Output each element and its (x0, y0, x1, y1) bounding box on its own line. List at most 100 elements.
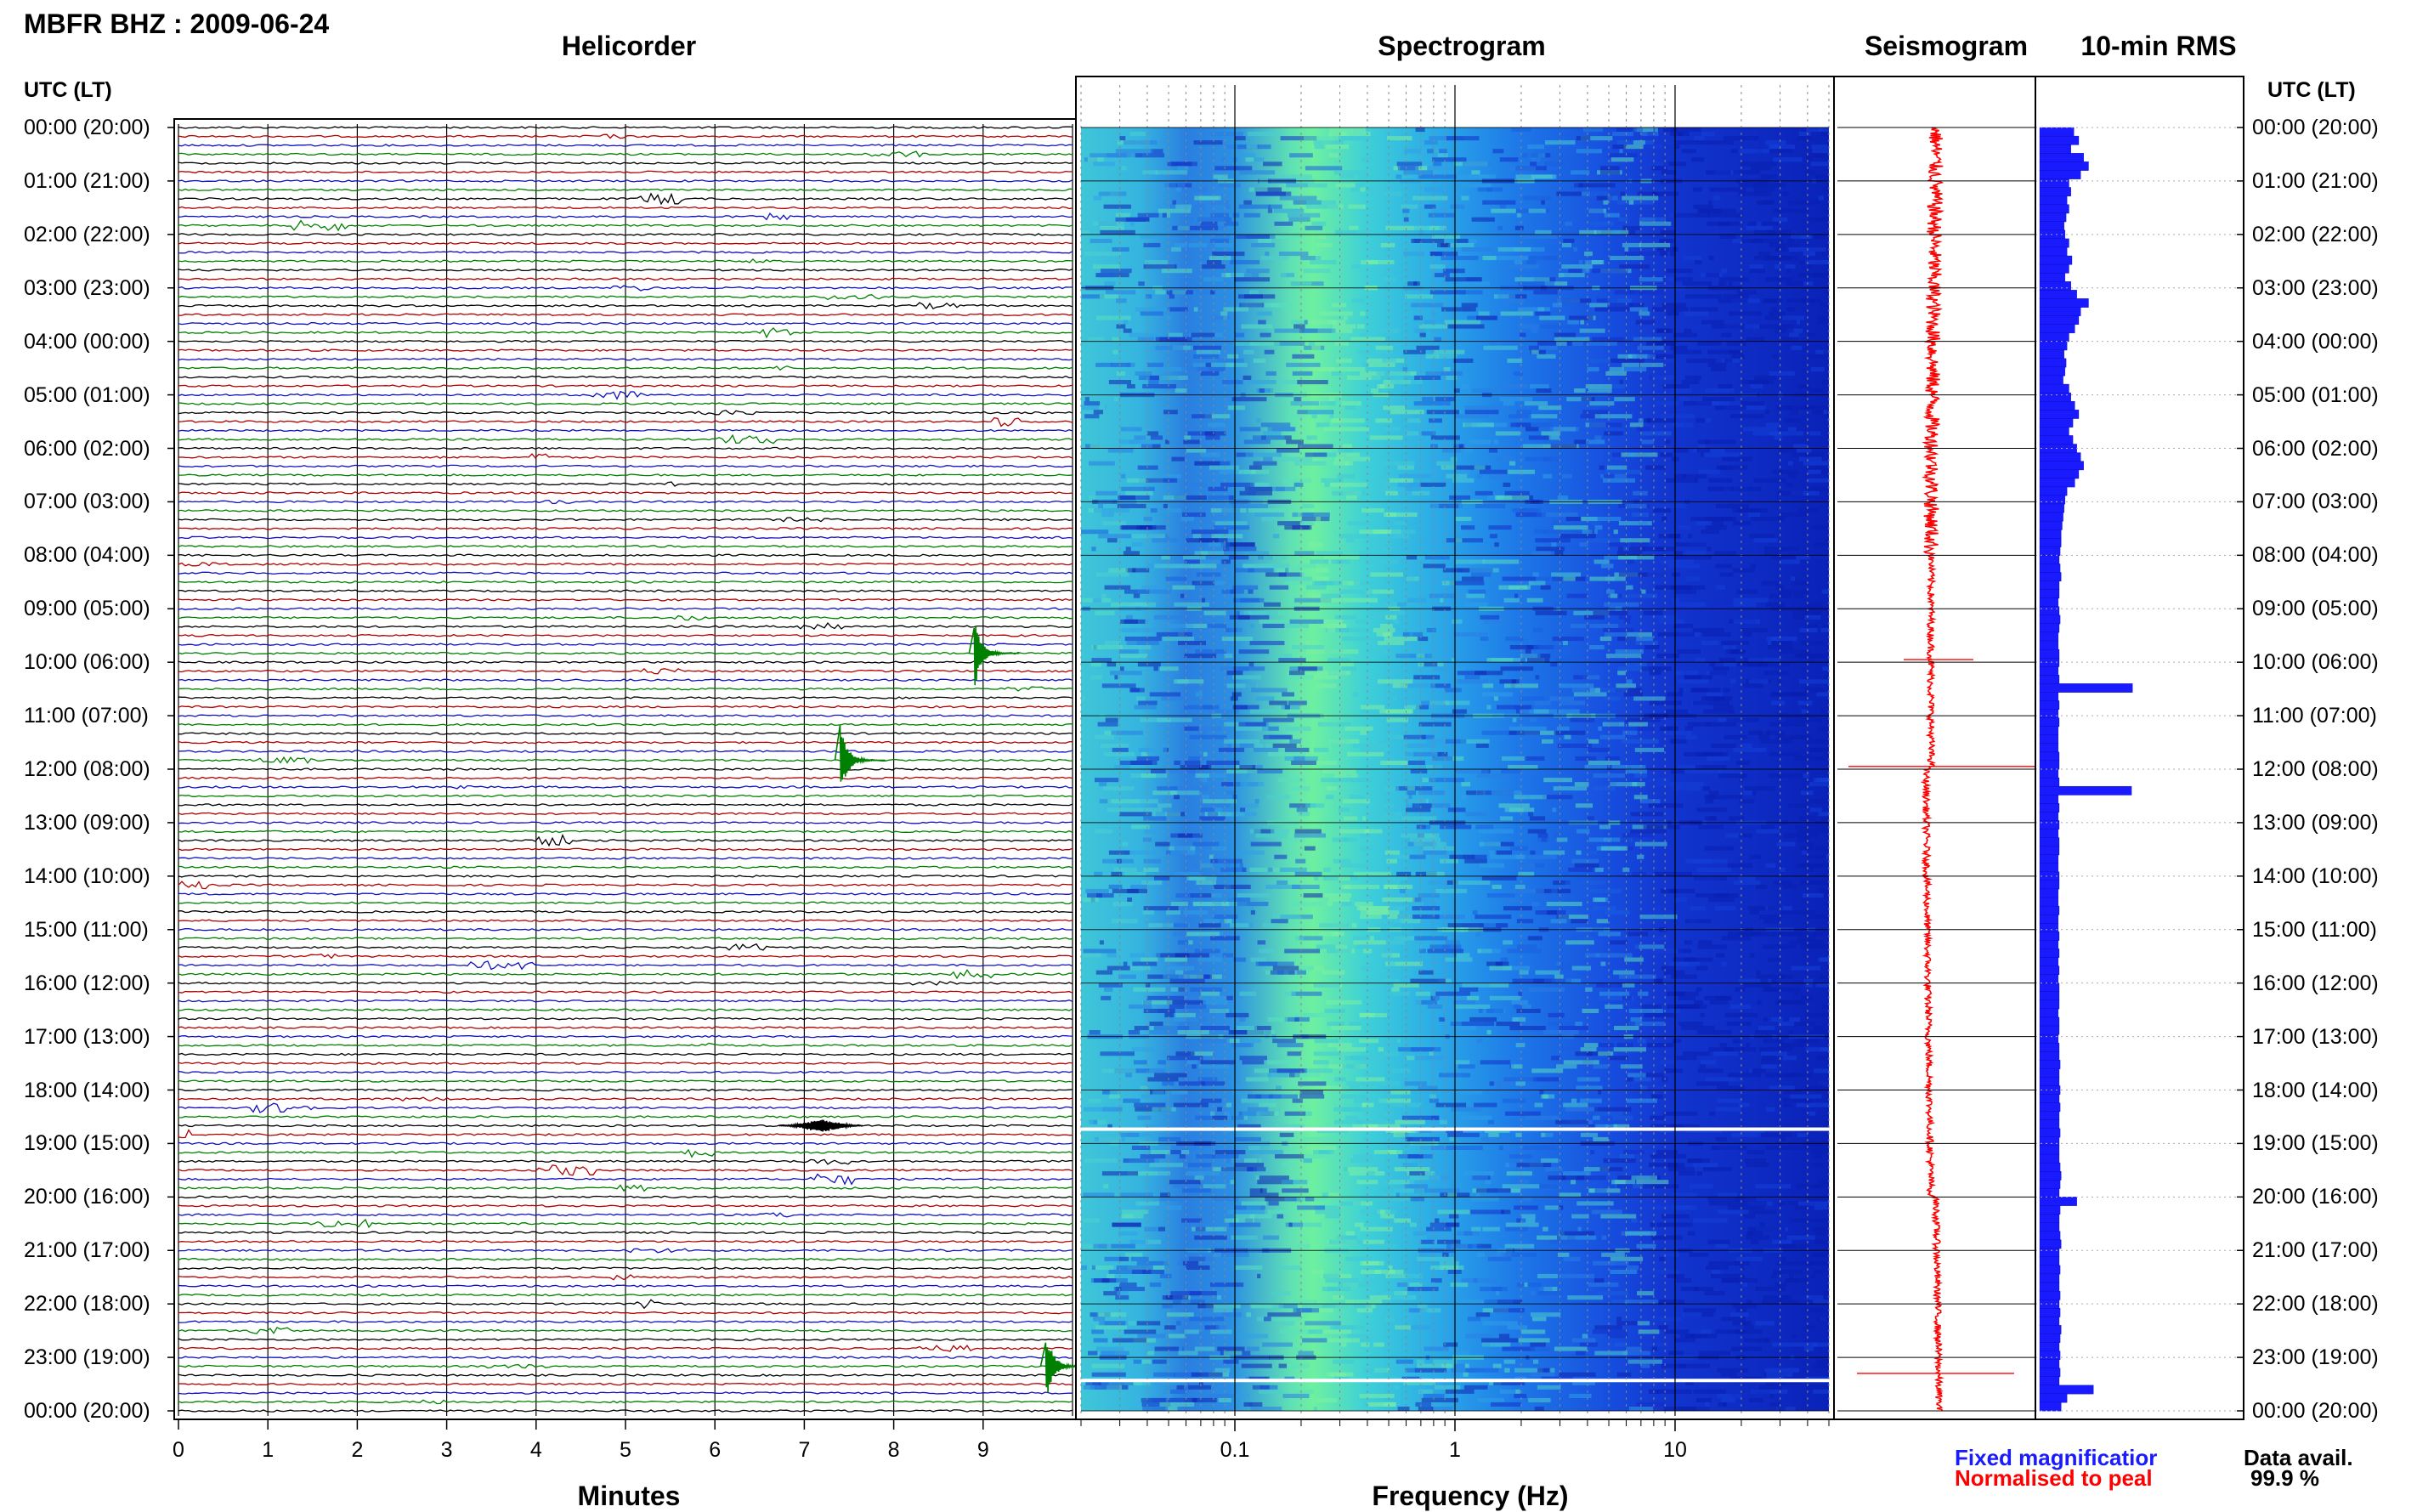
spectrogram-cell (1180, 1150, 1190, 1155)
spectrogram-cell (1131, 1145, 1151, 1150)
spectrogram-cell (1385, 614, 1397, 620)
spectrogram-cell (1239, 1016, 1246, 1022)
spectrogram-cell (1259, 619, 1288, 624)
spectrogram-cell (1554, 551, 1564, 556)
spectrogram-cell (1746, 1231, 1763, 1236)
helicorder-trace (178, 348, 1073, 352)
spectrogram-cell (1396, 871, 1412, 876)
spectrogram-cell (1169, 1150, 1181, 1155)
time-label: 04:00 (00:00) (24, 329, 150, 354)
spectrogram-cell (1593, 1136, 1609, 1141)
spectrogram-cell (1276, 1043, 1304, 1048)
spectrogram-cell (1656, 1008, 1680, 1013)
spectrogram-cell (1666, 311, 1679, 316)
spectrogram-cell (1407, 1154, 1424, 1159)
spectrogram-cell (1627, 559, 1635, 564)
spectrogram-cell (1589, 401, 1615, 406)
spectrogram-cell (1705, 816, 1717, 821)
spectrogram-cell (1274, 328, 1312, 333)
spectrogram-cell (1456, 465, 1492, 470)
rms-bar (2039, 606, 2060, 616)
spectrogram-cell (1141, 1094, 1169, 1099)
spectrogram-cell (1378, 816, 1400, 821)
spectrogram-cell (1359, 906, 1390, 911)
spectrogram-cell (1472, 910, 1478, 915)
helicorder-trace (178, 268, 1073, 272)
spectrogram-cell (1441, 580, 1456, 586)
spectrogram-cell (1292, 354, 1315, 359)
spectrogram-cell (1304, 1154, 1331, 1159)
spectrogram-cell (1233, 341, 1262, 346)
spectrogram-cell (1316, 568, 1329, 573)
spectrogram-cell (1604, 431, 1623, 436)
spectrogram-cell (1327, 949, 1352, 954)
helicorder-trace (178, 1345, 1073, 1352)
spectrogram-cell (1112, 337, 1119, 342)
helicorder-trace (178, 1311, 1073, 1315)
spectrogram-cell (1226, 683, 1258, 688)
time-label: 16:00 (12:00) (2252, 971, 2379, 995)
spectrogram-cell (1253, 461, 1277, 466)
spectrogram-cell (1524, 854, 1557, 859)
spectrogram-cell (1686, 688, 1708, 693)
spectrogram-cell (1183, 974, 1204, 979)
spectrogram-cell (1197, 366, 1225, 371)
spectrogram-cell (1559, 700, 1585, 705)
spectrogram-cell (1824, 538, 1829, 543)
spectrogram-cell (1281, 1163, 1295, 1168)
spectrogram-cell (1751, 517, 1785, 522)
spectrogram-cell (1149, 375, 1160, 380)
spectrogram-cell (1815, 983, 1829, 988)
spectrogram-cell (1509, 726, 1547, 731)
spectrogram-cell (1787, 238, 1795, 243)
rms-bar (2039, 820, 2060, 830)
helicorder-x-tick-label: 7 (798, 1438, 810, 1462)
spectrogram-cell (1082, 898, 1099, 903)
spectrogram-cell (1803, 461, 1829, 466)
spectrogram-cell (1141, 751, 1148, 756)
spectrogram-cell (1133, 602, 1157, 607)
spectrogram-cell (1481, 1136, 1512, 1141)
spectrogram-cell (1637, 726, 1655, 731)
rms-bar (2039, 486, 2068, 496)
spectrogram-cell (1452, 294, 1459, 299)
helicorder-trace (178, 722, 1073, 727)
spectrogram-cell (1643, 418, 1651, 423)
spectrogram-cell (1673, 898, 1687, 903)
spectrogram-cell (1101, 1068, 1136, 1073)
spectrogram-cell (1474, 1102, 1497, 1107)
spectrogram-cell (1151, 1397, 1185, 1402)
spectrogram-cell (1142, 1407, 1166, 1411)
spectrogram-cell (1502, 1098, 1526, 1103)
spectrogram-cell (1820, 709, 1826, 714)
spectrogram-cell (1799, 846, 1820, 851)
time-label: 14:00 (10:00) (2252, 864, 2379, 888)
time-label: 16:00 (12:00) (24, 971, 150, 995)
spectrogram-cell (1192, 580, 1214, 586)
spectrogram-cell (1410, 769, 1428, 774)
spectrogram-cell (1098, 1380, 1134, 1385)
spectrogram-cell (1559, 273, 1585, 278)
spectrogram-cell (1502, 1346, 1535, 1351)
spectrogram-cell (1644, 645, 1660, 650)
spectrogram-cell (1697, 341, 1722, 346)
spectrogram-cell (1786, 1278, 1808, 1283)
spectrogram-cell (1589, 1188, 1595, 1193)
spectrogram-cell (1729, 401, 1765, 406)
spectrogram-cell (1424, 204, 1436, 209)
spectrogram-cell (1749, 269, 1766, 274)
spectrogram-cell (1129, 221, 1135, 226)
helicorder-trace (178, 473, 1073, 477)
spectrogram-cell (1747, 221, 1779, 226)
spectrogram-cell (1390, 410, 1424, 415)
spectrogram-cell (1503, 1077, 1537, 1082)
spectrogram-cell (1707, 795, 1743, 800)
helicorder-trace (178, 614, 1073, 621)
spectrogram-cell (1612, 1115, 1633, 1120)
spectrogram-cell (1651, 1235, 1683, 1240)
rms-bar (2039, 597, 2059, 608)
spectrogram-cell (1507, 949, 1542, 954)
spectrogram-cell (1316, 242, 1333, 247)
spectrogram-cell (1242, 867, 1250, 872)
